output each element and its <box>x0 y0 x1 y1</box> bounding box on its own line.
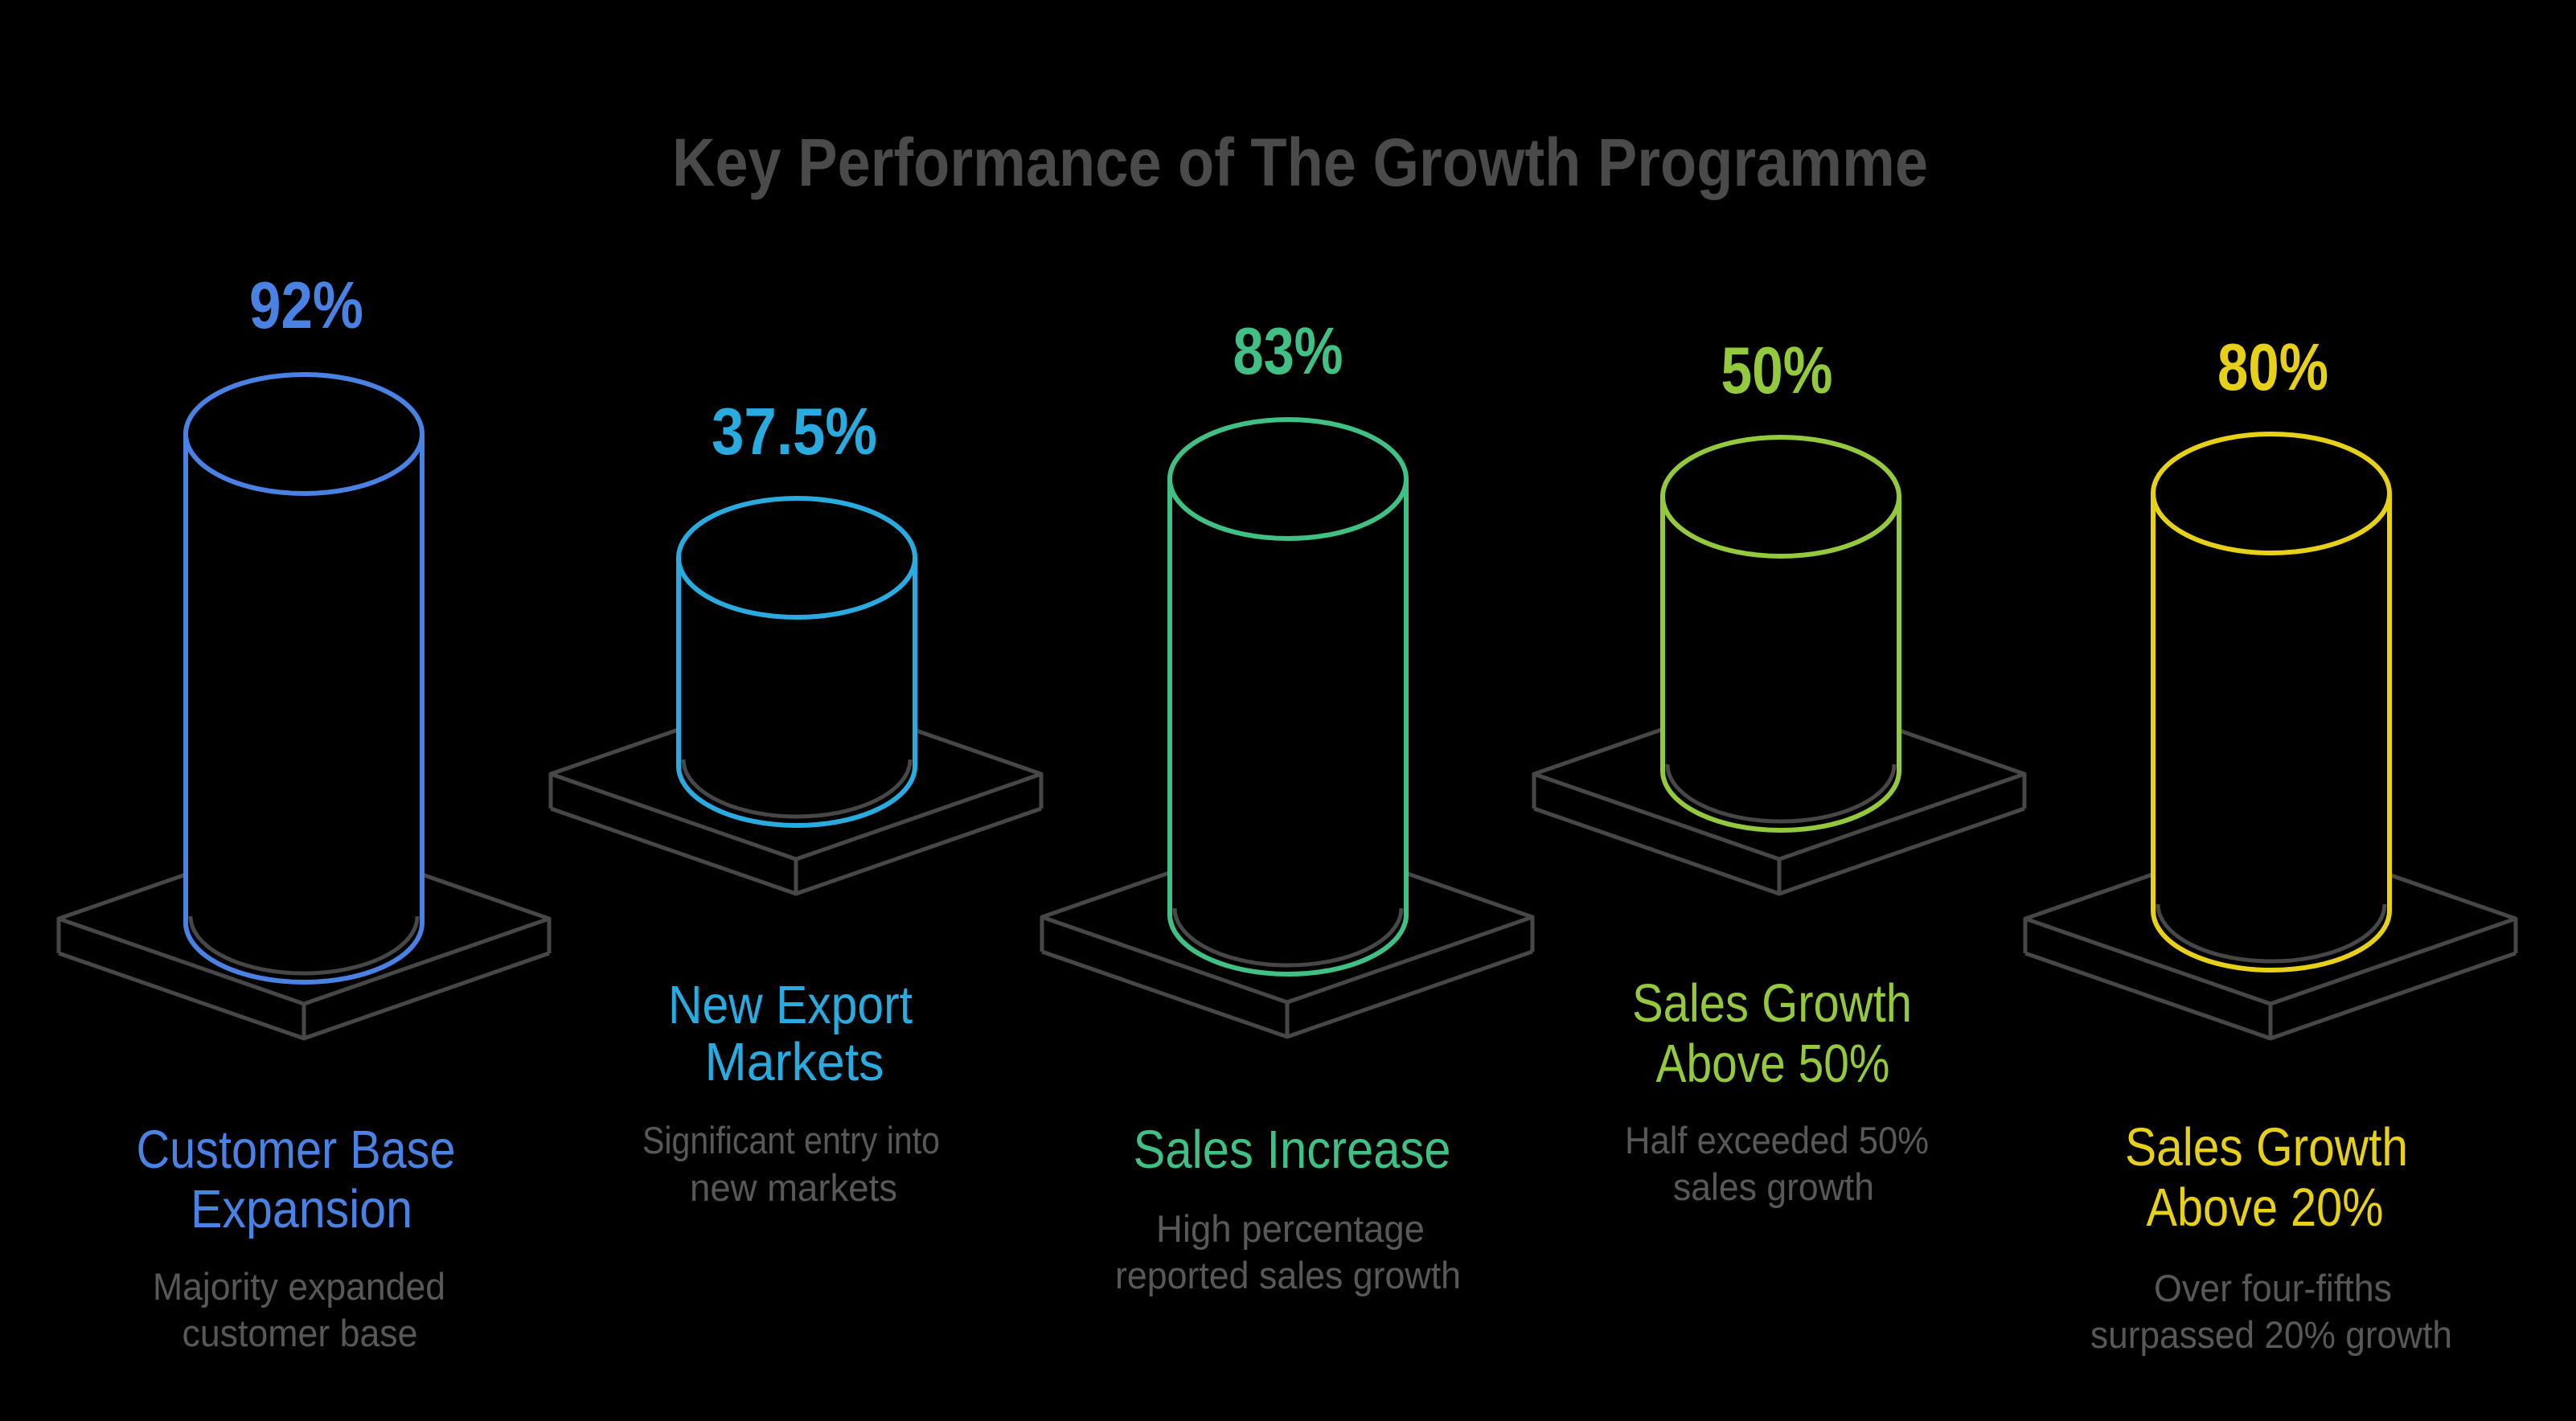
svg-text:Half exceeded 50%: Half exceeded 50% <box>1625 1119 1929 1161</box>
svg-text:new markets: new markets <box>690 1166 897 1209</box>
svg-text:Expansion: Expansion <box>191 1179 412 1239</box>
svg-text:New Export: New Export <box>668 975 913 1035</box>
svg-text:80%: 80% <box>2217 330 2328 404</box>
svg-text:Markets: Markets <box>705 1032 884 1092</box>
svg-text:Over four-fifths: Over four-fifths <box>2154 1267 2392 1309</box>
svg-text:sales growth: sales growth <box>1673 1165 1874 1208</box>
svg-text:Significant entry into: Significant entry into <box>642 1119 940 1161</box>
svg-text:customer base: customer base <box>183 1312 418 1354</box>
svg-text:Customer Base: Customer Base <box>137 1120 456 1180</box>
svg-text:Majority expanded: Majority expanded <box>153 1265 445 1308</box>
svg-text:Sales Growth: Sales Growth <box>2125 1117 2408 1177</box>
svg-text:Key Performance of The Growth: Key Performance of The Growth Programme <box>672 125 1928 200</box>
svg-text:83%: 83% <box>1233 313 1343 388</box>
svg-text:Sales Increase: Sales Increase <box>1134 1120 1451 1180</box>
svg-text:Above 50%: Above 50% <box>1656 1034 1890 1094</box>
svg-text:High percentage: High percentage <box>1156 1207 1425 1250</box>
svg-text:reported sales growth: reported sales growth <box>1115 1254 1461 1296</box>
svg-text:Above 20%: Above 20% <box>2147 1177 2384 1238</box>
svg-text:50%: 50% <box>1721 333 1833 407</box>
svg-text:92%: 92% <box>249 268 363 342</box>
svg-text:surpassed 20% growth: surpassed 20% growth <box>2090 1313 2452 1356</box>
svg-text:Sales Growth: Sales Growth <box>1632 973 1912 1034</box>
svg-text:37.5%: 37.5% <box>712 394 877 469</box>
